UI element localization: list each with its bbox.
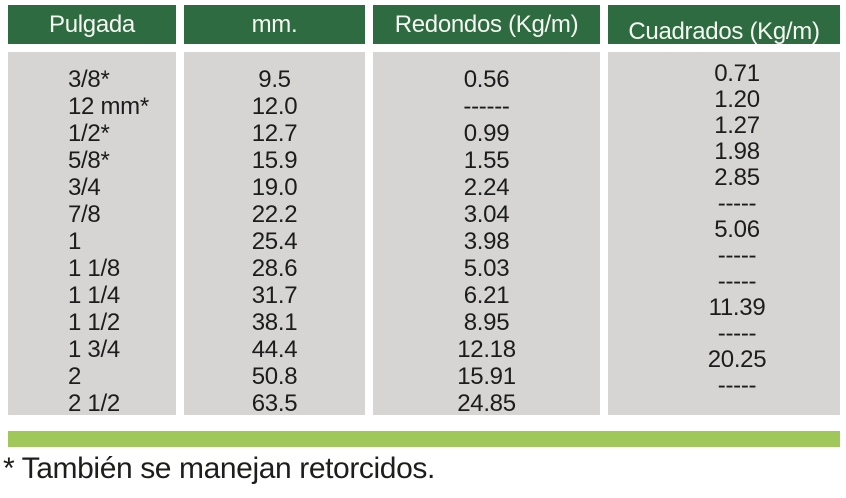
column-values-cuadrados: 0.71 1.20 1.27 1.98 2.85 ----- 5.06 ----- ----- 1…: [608, 52, 840, 415]
cell-cuadrados-1: 1.20: [714, 86, 760, 113]
cell-pulgada-1: 12 mm*: [68, 93, 149, 120]
cell-cuadrados-12: -----: [717, 372, 757, 399]
cell-redondos-1: ------: [463, 93, 510, 120]
cell-cuadrados-9: 11.39: [708, 294, 766, 321]
cell-mm-11: 50.8: [251, 363, 298, 390]
cell-redondos-2: 0.99: [463, 120, 510, 147]
cell-pulgada-2: 1/2*: [68, 120, 110, 147]
cell-mm-5: 22.2: [251, 201, 298, 228]
cell-cuadrados-10: -----: [717, 320, 757, 347]
cell-redondos-9: 8.95: [463, 309, 510, 336]
cell-mm-0: 9.5: [258, 66, 291, 93]
cell-cuadrados-5: -----: [717, 190, 757, 217]
cell-redondos-12: 24.85: [457, 390, 516, 415]
column-header-mm-label: mm.: [251, 10, 298, 38]
cell-pulgada-0: 3/8*: [68, 66, 110, 93]
column-values-pulgada: 3/8* 12 mm* 1/2* 5/8* 3/4 7/8 1 1 1/8 1 1/4 1 1/2…: [8, 52, 176, 415]
cell-pulgada-6: 1: [68, 228, 82, 255]
table-body: 3/8* 12 mm* 1/2* 5/8* 3/4 7/8 1 1 1/8 1 1/4 1 1/2…: [8, 52, 840, 415]
cell-mm-8: 31.7: [251, 282, 298, 309]
cell-redondos-8: 6.21: [463, 282, 510, 309]
cell-cuadrados-6: 5.06: [714, 216, 760, 243]
cell-pulgada-12: 2 1/2: [68, 390, 120, 415]
cell-redondos-10: 12.18: [457, 336, 516, 363]
column-values-mm: 9.5 12.0 12.7 15.9 19.0 22.2 25.4 28.6 31.7 38.1 4…: [184, 52, 365, 415]
cell-cuadrados-7: -----: [717, 242, 757, 269]
cell-mm-1: 12.0: [251, 93, 298, 120]
accent-bar: [8, 431, 840, 447]
column-header-cuadrados-label: Cuadrados (Kg/m): [628, 17, 820, 45]
column-header-redondos: Redondos (Kg/m): [373, 5, 600, 44]
cell-redondos-5: 3.04: [463, 201, 510, 228]
cell-mm-10: 44.4: [251, 336, 298, 363]
cell-redondos-7: 5.03: [463, 255, 510, 282]
cell-pulgada-11: 2: [68, 363, 82, 390]
column-header-redondos-label: Redondos (Kg/m): [394, 10, 579, 38]
cell-redondos-11: 15.91: [457, 363, 516, 390]
cell-pulgada-7: 1 1/8: [68, 255, 120, 282]
cell-mm-7: 28.6: [251, 255, 298, 282]
cell-pulgada-3: 5/8*: [68, 147, 110, 174]
cell-mm-2: 12.7: [251, 120, 298, 147]
cell-mm-3: 15.9: [251, 147, 298, 174]
column-header-mm: mm.: [184, 5, 365, 44]
footnote: * También se manejan retorcidos.: [3, 452, 435, 485]
cell-mm-12: 63.5: [251, 390, 298, 415]
column-header-pulgada: Pulgada: [8, 5, 176, 44]
column-header-pulgada-label: Pulgada: [49, 10, 135, 38]
column-values-redondos: 0.56 ------ 0.99 1.55 2.24 3.04 3.98 5.03 6.21 8.…: [373, 52, 600, 415]
cell-mm-6: 25.4: [251, 228, 298, 255]
cell-pulgada-8: 1 1/4: [68, 282, 120, 309]
cell-cuadrados-4: 2.85: [714, 164, 760, 191]
cell-cuadrados-8: -----: [717, 268, 757, 295]
cell-pulgada-10: 1 3/4: [68, 336, 120, 363]
cell-cuadrados-3: 1.98: [714, 138, 760, 165]
cell-pulgada-9: 1 1/2: [68, 309, 120, 336]
cell-pulgada-5: 7/8: [68, 201, 101, 228]
cell-mm-4: 19.0: [251, 174, 298, 201]
cell-mm-9: 38.1: [251, 309, 298, 336]
cell-cuadrados-0: 0.71: [714, 60, 760, 87]
cell-redondos-0: 0.56: [463, 66, 510, 93]
cell-redondos-3: 1.55: [463, 147, 510, 174]
column-header-cuadrados: Cuadrados (Kg/m): [608, 5, 840, 45]
cell-cuadrados-2: 1.27: [714, 112, 760, 139]
cell-pulgada-4: 3/4: [68, 174, 101, 201]
cell-redondos-4: 2.24: [463, 174, 510, 201]
cell-redondos-6: 3.98: [463, 228, 510, 255]
table-header-row: Pulgada mm. Redondos (Kg/m) Cuadrados (K…: [8, 5, 840, 45]
cell-cuadrados-11: 20.25: [707, 346, 767, 373]
